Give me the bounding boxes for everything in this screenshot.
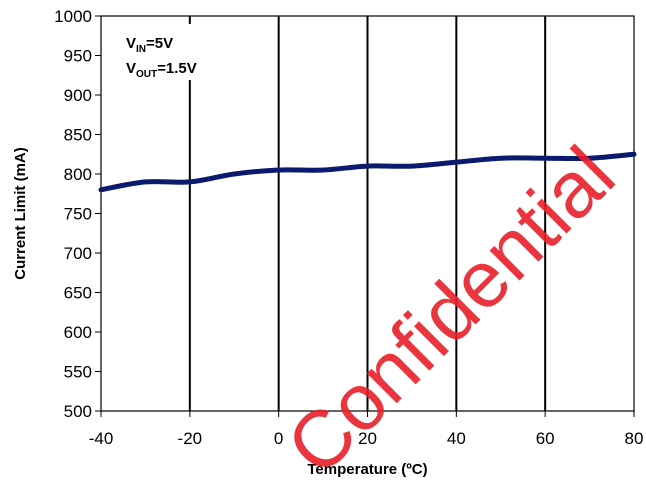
series-line — [98, 151, 637, 193]
y-tick-label: 600 — [64, 323, 92, 342]
x-tick-label: 60 — [536, 429, 555, 448]
x-tick-label: 80 — [625, 429, 644, 448]
y-tick-label: 950 — [64, 47, 92, 66]
annotation-vin-value: =5V — [146, 35, 173, 52]
x-axis-ticks: -40 -20 0 20 40 60 80 — [89, 411, 644, 448]
y-tick-label: 850 — [64, 126, 92, 145]
annotation-vin-subscript: IN — [136, 44, 146, 55]
y-tick-label: 800 — [64, 165, 92, 184]
y-tick-label: 500 — [64, 402, 92, 421]
y-tick-label: 1000 — [54, 7, 92, 26]
y-tick-label: 550 — [64, 363, 92, 382]
x-tick-label: 20 — [358, 429, 377, 448]
condition-annotation: VIN=5V VOUT=1.5V — [115, 24, 233, 80]
annotation-vout-value: =1.5V — [157, 60, 197, 77]
grid-lines — [188, 16, 547, 411]
y-tick-label: 650 — [64, 284, 92, 303]
y-tick-label: 700 — [64, 244, 92, 263]
x-tick-label: -20 — [178, 429, 203, 448]
annotation-vin: VIN=5V — [126, 35, 173, 55]
annotation-vout: VOUT=1.5V — [126, 60, 197, 80]
y-tick-label: 900 — [64, 86, 92, 105]
x-tick-label: 0 — [274, 429, 283, 448]
annotation-vout-subscript: OUT — [136, 69, 157, 80]
annotation-vout-prefix: V — [126, 60, 136, 77]
x-tick-label: -40 — [89, 429, 114, 448]
y-tick-label: 750 — [64, 205, 92, 224]
x-tick-label: 40 — [447, 429, 466, 448]
annotation-background — [115, 24, 233, 80]
annotation-vin-prefix: V — [126, 35, 136, 52]
x-axis-label: Temperature (ºC) — [307, 461, 427, 478]
y-axis-ticks: 500 550 600 650 700 750 800 850 900 950 1000 — [54, 7, 101, 421]
y-axis-label: Current Limit (mA) — [12, 147, 29, 280]
series-layer — [98, 151, 637, 193]
